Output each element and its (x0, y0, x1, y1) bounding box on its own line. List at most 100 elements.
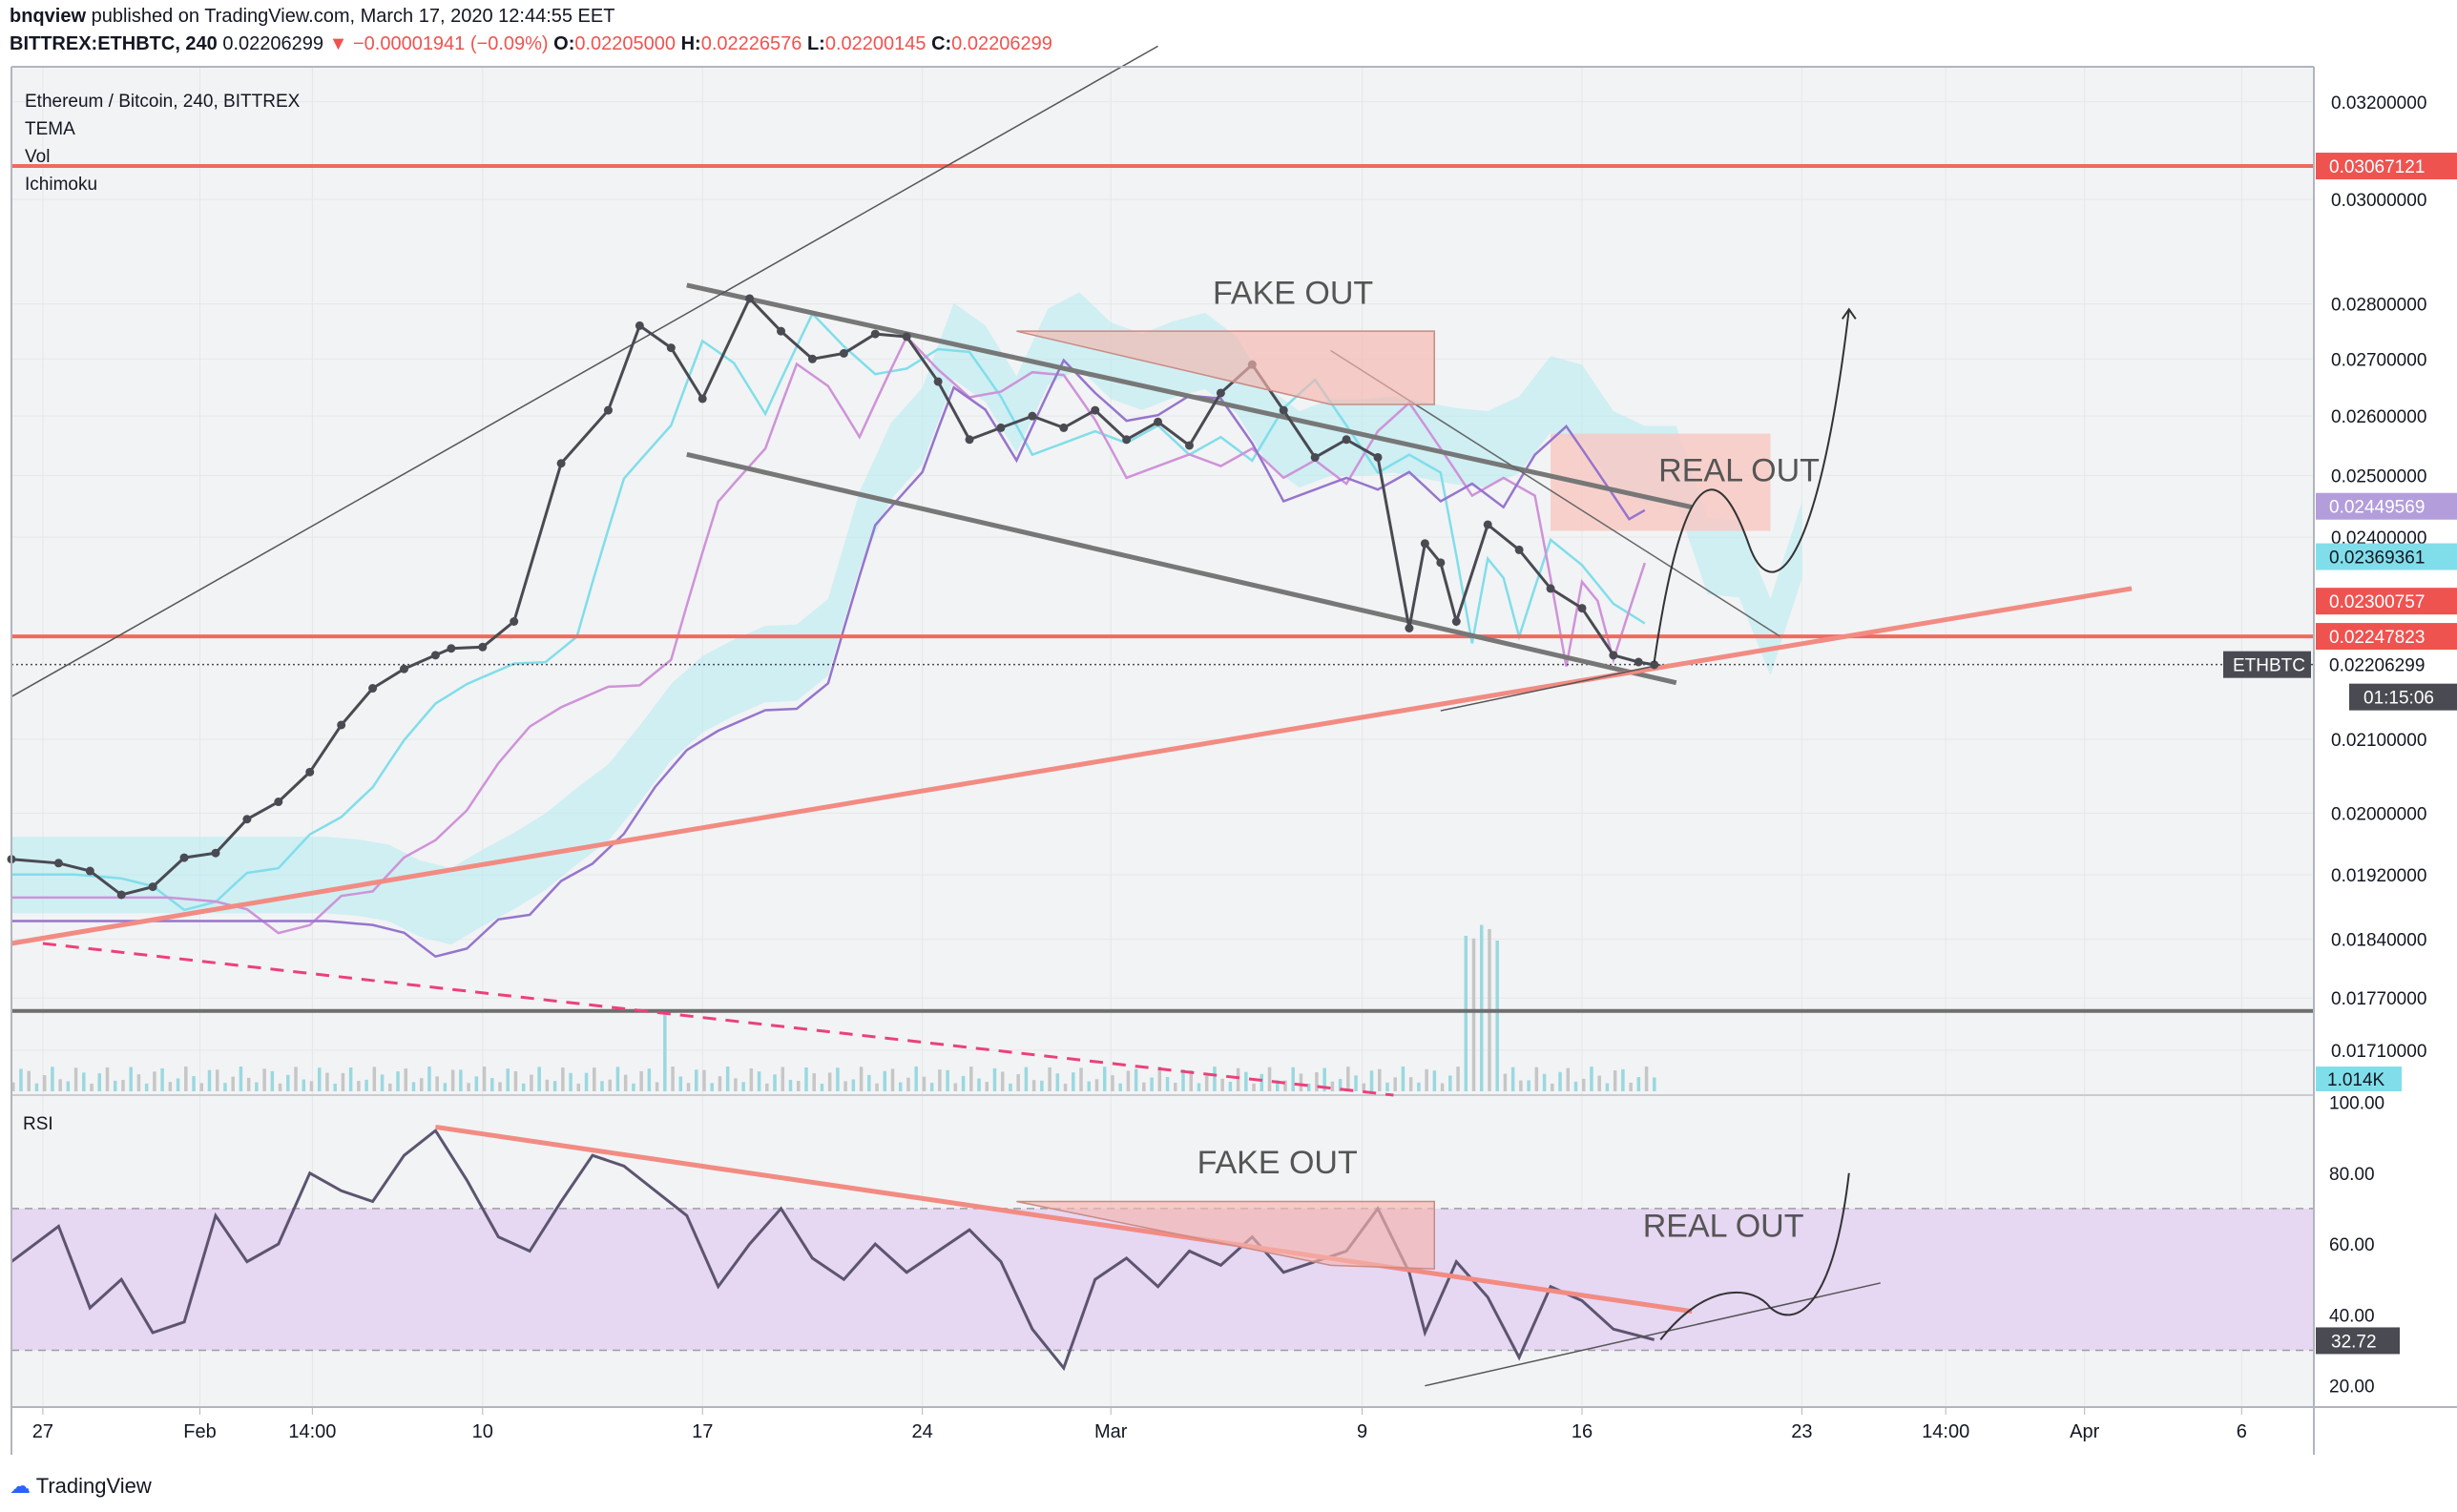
price-point[interactable] (556, 459, 566, 468)
trendline-rising-support (10, 586, 2133, 946)
price-point[interactable] (1436, 558, 1446, 568)
volume-bar (820, 1083, 824, 1091)
volume-bar (1393, 1077, 1397, 1091)
price-point[interactable] (1451, 616, 1461, 626)
price-tick-label: 0.01770000 (2331, 989, 2426, 1009)
open-value: 0.02205000 (574, 33, 677, 54)
volume-bar (537, 1067, 541, 1091)
price-point[interactable] (1634, 657, 1643, 667)
price-point[interactable] (635, 321, 644, 330)
price-point[interactable] (447, 644, 456, 653)
volume-bar (51, 1067, 54, 1091)
price-point[interactable] (698, 394, 707, 404)
volume-bar (1510, 1067, 1515, 1091)
price-point[interactable] (1122, 435, 1132, 445)
volume-bar (1448, 1075, 1452, 1091)
price-point[interactable] (1546, 584, 1555, 593)
price-point[interactable] (1310, 452, 1320, 462)
price-point[interactable] (1650, 660, 1659, 670)
price-point[interactable] (839, 348, 848, 358)
tradingview-brand[interactable]: ☁ TradingView (10, 1474, 152, 1499)
price-point[interactable] (902, 332, 911, 342)
price-point[interactable] (1216, 388, 1225, 398)
volume-bar (1653, 1077, 1656, 1091)
price-series[interactable] (7, 294, 1659, 900)
volume-bar (223, 1083, 227, 1091)
ichimoku-cloud-area (11, 292, 1802, 945)
trendline-dashed-decline (42, 942, 1394, 1097)
price-tick-label: 0.02600000 (2331, 407, 2426, 427)
price-tick-label: 0.02800000 (2331, 296, 2426, 316)
price-point[interactable] (965, 435, 974, 445)
high-label: H: (680, 33, 701, 54)
price-point[interactable] (1028, 411, 1037, 421)
price-point[interactable] (933, 377, 943, 386)
price-point[interactable] (1483, 520, 1492, 529)
price-tick-label: 0.03200000 (2331, 93, 2426, 114)
price-point[interactable] (399, 664, 408, 673)
price-point[interactable] (666, 343, 676, 353)
volume-bar (985, 1082, 989, 1091)
price-point[interactable] (148, 882, 157, 892)
volume-bar (1094, 1079, 1099, 1091)
price-point[interactable] (603, 405, 613, 415)
volume-bar (781, 1067, 785, 1091)
volume-bar (749, 1068, 754, 1091)
rsi-fake-out-zone (1016, 1200, 1436, 1270)
price-point[interactable] (777, 326, 786, 336)
volume-bar (938, 1069, 942, 1091)
price-point[interactable] (1514, 545, 1524, 554)
price-point[interactable] (211, 848, 220, 858)
price-point[interactable] (1405, 624, 1414, 633)
volume-bar (639, 1070, 643, 1091)
price-point[interactable] (870, 329, 880, 339)
trendlines (10, 45, 2133, 1097)
price-point[interactable] (745, 294, 755, 303)
price-axis-area (2314, 67, 2457, 1455)
publisher-name[interactable]: bnqview (10, 6, 87, 27)
high-value: 0.02226576 (700, 33, 802, 54)
price-point[interactable] (179, 853, 189, 862)
price-point[interactable] (996, 423, 1006, 432)
price-point[interactable] (1059, 423, 1069, 432)
price-point[interactable] (1154, 417, 1163, 426)
price-point[interactable] (116, 890, 126, 900)
rsi-trendline-rising (1425, 1282, 1881, 1387)
volume-bar (593, 1067, 596, 1091)
price-point[interactable] (1279, 405, 1288, 415)
price-point[interactable] (1577, 604, 1587, 613)
volume-bar (1204, 1075, 1209, 1091)
price-point[interactable] (1609, 651, 1618, 660)
price-point[interactable] (807, 354, 817, 363)
volume-bar (357, 1081, 361, 1091)
volume-bar (969, 1067, 973, 1091)
price-tick-label: 0.02000000 (2331, 804, 2426, 824)
price-point[interactable] (242, 815, 252, 824)
price-point[interactable] (274, 797, 283, 807)
volume-bar (1009, 1083, 1012, 1091)
price-point[interactable] (85, 866, 94, 876)
price-point[interactable] (337, 720, 346, 730)
price-point[interactable] (1091, 405, 1100, 415)
price-point[interactable] (368, 684, 378, 694)
price-point[interactable] (1342, 435, 1351, 445)
volume-bar (419, 1078, 424, 1091)
price-point[interactable] (1373, 452, 1383, 462)
volume-bar (914, 1067, 918, 1091)
price-point[interactable] (478, 642, 488, 652)
price-badge (2316, 492, 2457, 520)
volume-bar (576, 1083, 581, 1091)
volume-bar (765, 1083, 769, 1091)
volume-bar (647, 1068, 652, 1091)
rsi-tick-label: 40.00 (2329, 1306, 2375, 1326)
price-point[interactable] (1184, 441, 1194, 450)
price-point[interactable] (53, 859, 63, 868)
price-point[interactable] (430, 651, 440, 660)
volume-bar (1613, 1070, 1617, 1091)
rsi-pane[interactable]: FAKE OUT REAL OUT (10, 1124, 2314, 1387)
price-point[interactable] (305, 767, 315, 777)
price-point[interactable] (510, 616, 519, 626)
volume-bar (82, 1072, 86, 1091)
price-point[interactable] (1420, 539, 1429, 549)
